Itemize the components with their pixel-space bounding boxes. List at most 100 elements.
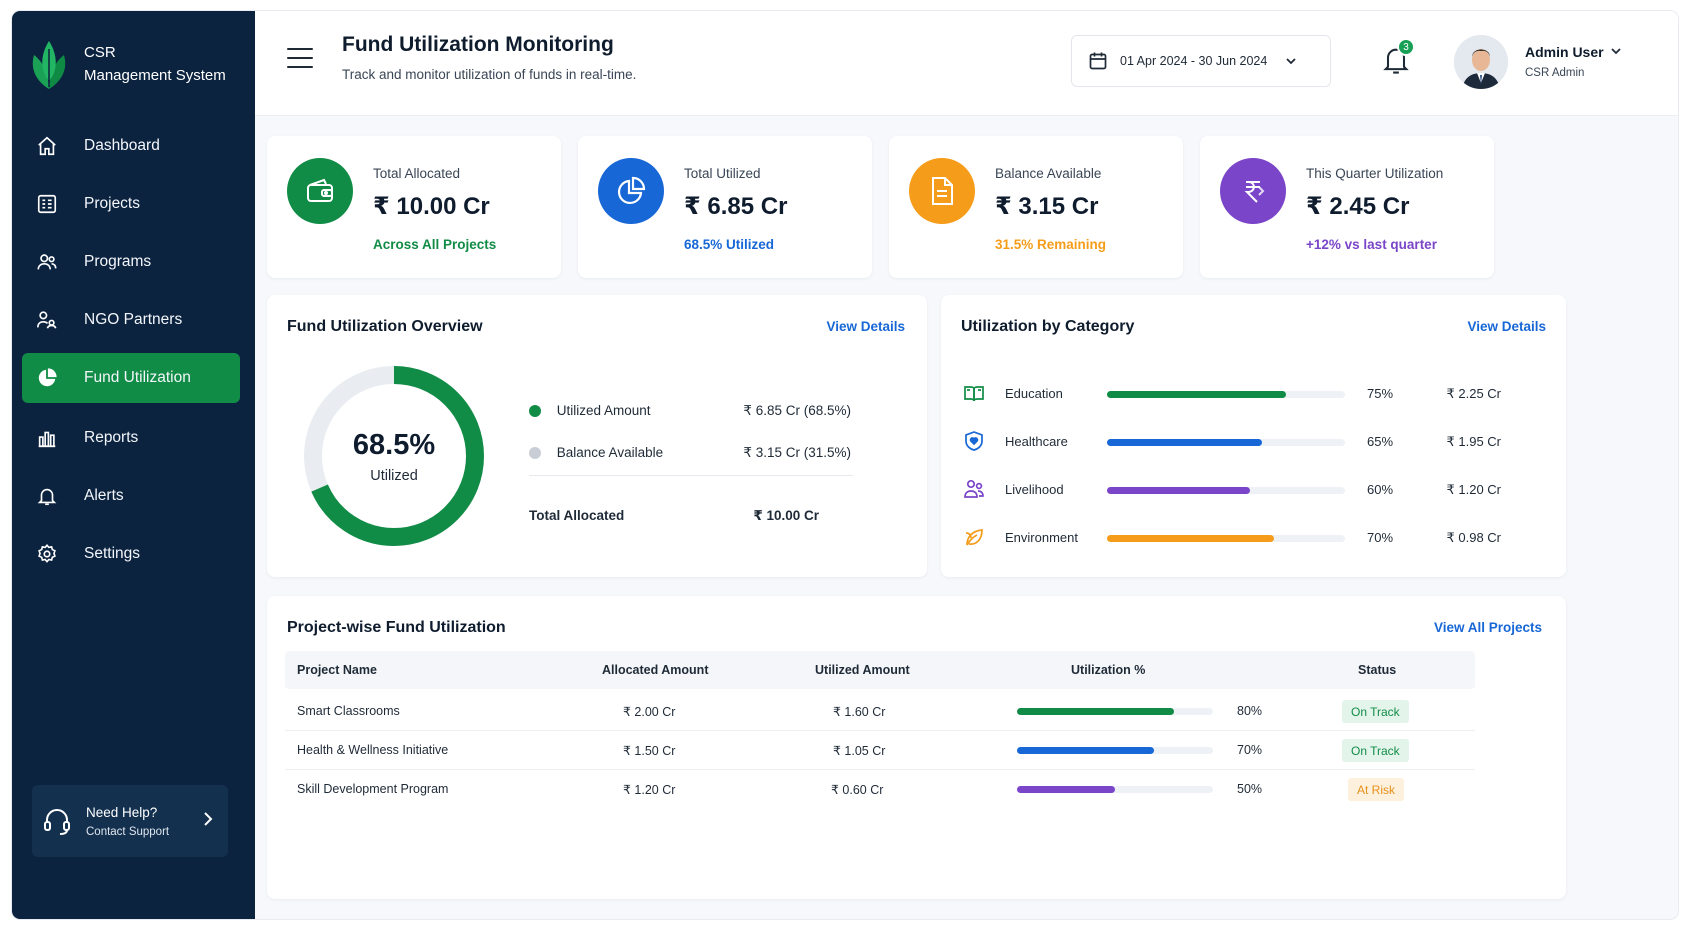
notification-badge: 3 <box>1397 38 1415 56</box>
home-icon <box>34 133 60 159</box>
stat-label: This Quarter Utilization <box>1306 166 1444 181</box>
allocated-amount: ₹ 1.20 Cr <box>623 783 676 797</box>
brand[interactable]: CSR Management System <box>28 37 226 91</box>
total-value: ₹ 10.00 Cr <box>753 508 819 523</box>
view-all-projects-link[interactable]: View All Projects <box>1433 620 1542 635</box>
column-header[interactable]: Allocated Amount <box>602 663 709 677</box>
donut-utilized-arc <box>304 366 484 546</box>
chevron-down-icon[interactable] <box>1610 47 1622 55</box>
hamburger-menu-icon[interactable] <box>287 48 313 70</box>
status-badge: On Track <box>1342 700 1409 723</box>
category-bar-track <box>1107 535 1345 542</box>
category-bar-track <box>1107 487 1345 494</box>
date-range-picker[interactable]: 01 Apr 2024 - 30 Jun 2024 <box>1071 35 1331 87</box>
book-icon <box>964 386 984 402</box>
utilization-bar-fill <box>1017 747 1155 754</box>
sidebar-item-label: Reports <box>84 429 139 446</box>
legend-value: ₹ 3.15 Cr (31.5%) <box>743 445 851 460</box>
chevron-right-icon <box>204 812 213 826</box>
category-bar-fill <box>1107 391 1286 398</box>
category-bar-fill <box>1107 535 1274 542</box>
sidebar-item-alerts[interactable]: Alerts <box>22 471 240 521</box>
legend-dot <box>529 447 541 460</box>
stat-note: Across All Projects <box>373 237 497 252</box>
brand-subtitle: Management System <box>84 67 226 84</box>
stat-label: Total Allocated <box>373 166 461 181</box>
view-details-link[interactable]: View Details <box>826 319 905 334</box>
date-range-value: 01 Apr 2024 - 30 Jun 2024 <box>1120 54 1268 68</box>
utilized-amount: ₹ 1.60 Cr <box>833 705 886 719</box>
column-header[interactable]: Utilization % <box>1071 663 1146 677</box>
bar-chart-icon <box>34 425 60 451</box>
user-role: CSR Admin <box>1525 67 1585 79</box>
table-row[interactable]: Skill Development Program ₹ 1.20 Cr ₹ 0.… <box>285 770 1475 809</box>
help-title: Need Help? <box>86 804 158 820</box>
stat-icon-circle <box>598 158 664 224</box>
legend-value: ₹ 6.85 Cr (68.5%) <box>743 403 851 418</box>
sidebar-item-projects[interactable]: Projects <box>22 179 240 229</box>
panel-title: Project-wise Fund Utilization <box>287 619 506 636</box>
donut-center: 68.5% Utilized <box>301 363 487 549</box>
legend-utilized: Utilized Amount ₹ 6.85 Cr (68.5%) <box>529 403 859 418</box>
total-label: Total Allocated <box>529 508 625 523</box>
stat-value: ₹ 3.15 Cr <box>995 193 1099 220</box>
stat-label: Total Utilized <box>684 166 761 181</box>
category-bar-track <box>1107 391 1345 398</box>
utilization-bar-fill <box>1017 786 1115 793</box>
column-header[interactable]: Status <box>1358 663 1397 677</box>
table-row[interactable]: Smart Classrooms ₹ 2.00 Cr ₹ 1.60 Cr 80%… <box>285 692 1475 731</box>
category-percentage: 60% <box>1367 482 1394 497</box>
sidebar-item-ngo-partners[interactable]: NGO Partners <box>22 295 240 345</box>
stat-note: 68.5% Utilized <box>684 237 775 252</box>
legend-dot <box>529 405 541 418</box>
column-header[interactable]: Project Name <box>297 663 377 677</box>
utilization-bar-fill <box>1017 708 1174 715</box>
category-amount: ₹ 0.98 Cr <box>1446 530 1501 545</box>
sidebar-item-settings[interactable]: Settings <box>22 529 240 579</box>
gear-icon <box>34 541 60 567</box>
category-bar-fill <box>1107 487 1250 494</box>
app-window: CSR Management System Dashboard Projects <box>12 11 1678 919</box>
stat-value: ₹ 2.45 Cr <box>1306 193 1410 220</box>
shield-heart-icon <box>965 431 983 451</box>
category-name: Livelihood <box>1005 482 1064 497</box>
sidebar-item-label: Projects <box>84 195 140 212</box>
sidebar-item-reports[interactable]: Reports <box>22 413 240 463</box>
partners-icon <box>34 307 60 333</box>
sidebar: CSR Management System Dashboard Projects <box>12 11 255 919</box>
wallet-icon <box>307 178 333 202</box>
stat-icon-circle <box>909 158 975 224</box>
utilization-percentage: 70% <box>1237 743 1263 757</box>
utilization-bar-track <box>1017 747 1213 754</box>
sidebar-item-label: NGO Partners <box>84 311 183 328</box>
table-row[interactable]: Health & Wellness Initiative ₹ 1.50 Cr ₹… <box>285 731 1475 770</box>
stat-card-balance-available: Balance Available ₹ 3.15 Cr 31.5% Remain… <box>889 136 1183 278</box>
category-percentage: 65% <box>1367 434 1394 449</box>
notifications-button[interactable]: 3 <box>1382 38 1415 78</box>
category-row-healthcare: Healthcare 65% ₹ 1.95 Cr <box>963 430 1523 456</box>
divider <box>529 475 853 476</box>
sidebar-item-fund-utilization[interactable]: Fund Utilization <box>22 353 240 403</box>
help-card[interactable]: Need Help? Contact Support <box>32 785 228 857</box>
leaf-logo-icon <box>32 41 66 89</box>
utilized-amount: ₹ 0.60 Cr <box>831 783 884 797</box>
status-badge: At Risk <box>1348 778 1405 801</box>
sidebar-item-label: Settings <box>84 545 141 562</box>
projects-icon <box>34 191 60 217</box>
avatar[interactable] <box>1454 35 1508 89</box>
category-row-livelihood: Livelihood 60% ₹ 1.20 Cr <box>963 478 1523 504</box>
column-header[interactable]: Utilized Amount <box>815 663 910 677</box>
headset-icon <box>44 809 70 835</box>
sidebar-item-label: Alerts <box>84 487 124 504</box>
legend-label: Balance Available <box>556 445 664 460</box>
pie-chart-icon <box>34 365 60 391</box>
legend-label: Utilized Amount <box>556 403 651 418</box>
page-title: Fund Utilization Monitoring <box>342 33 614 56</box>
sidebar-item-programs[interactable]: Programs <box>22 237 240 287</box>
view-details-link[interactable]: View Details <box>1467 319 1546 334</box>
category-amount: ₹ 1.95 Cr <box>1446 434 1501 449</box>
stat-note: +12% vs last quarter <box>1306 237 1437 252</box>
donut-percentage: 68.5% <box>352 428 436 461</box>
utilization-percentage: 80% <box>1237 704 1263 718</box>
sidebar-item-dashboard[interactable]: Dashboard <box>22 121 240 171</box>
